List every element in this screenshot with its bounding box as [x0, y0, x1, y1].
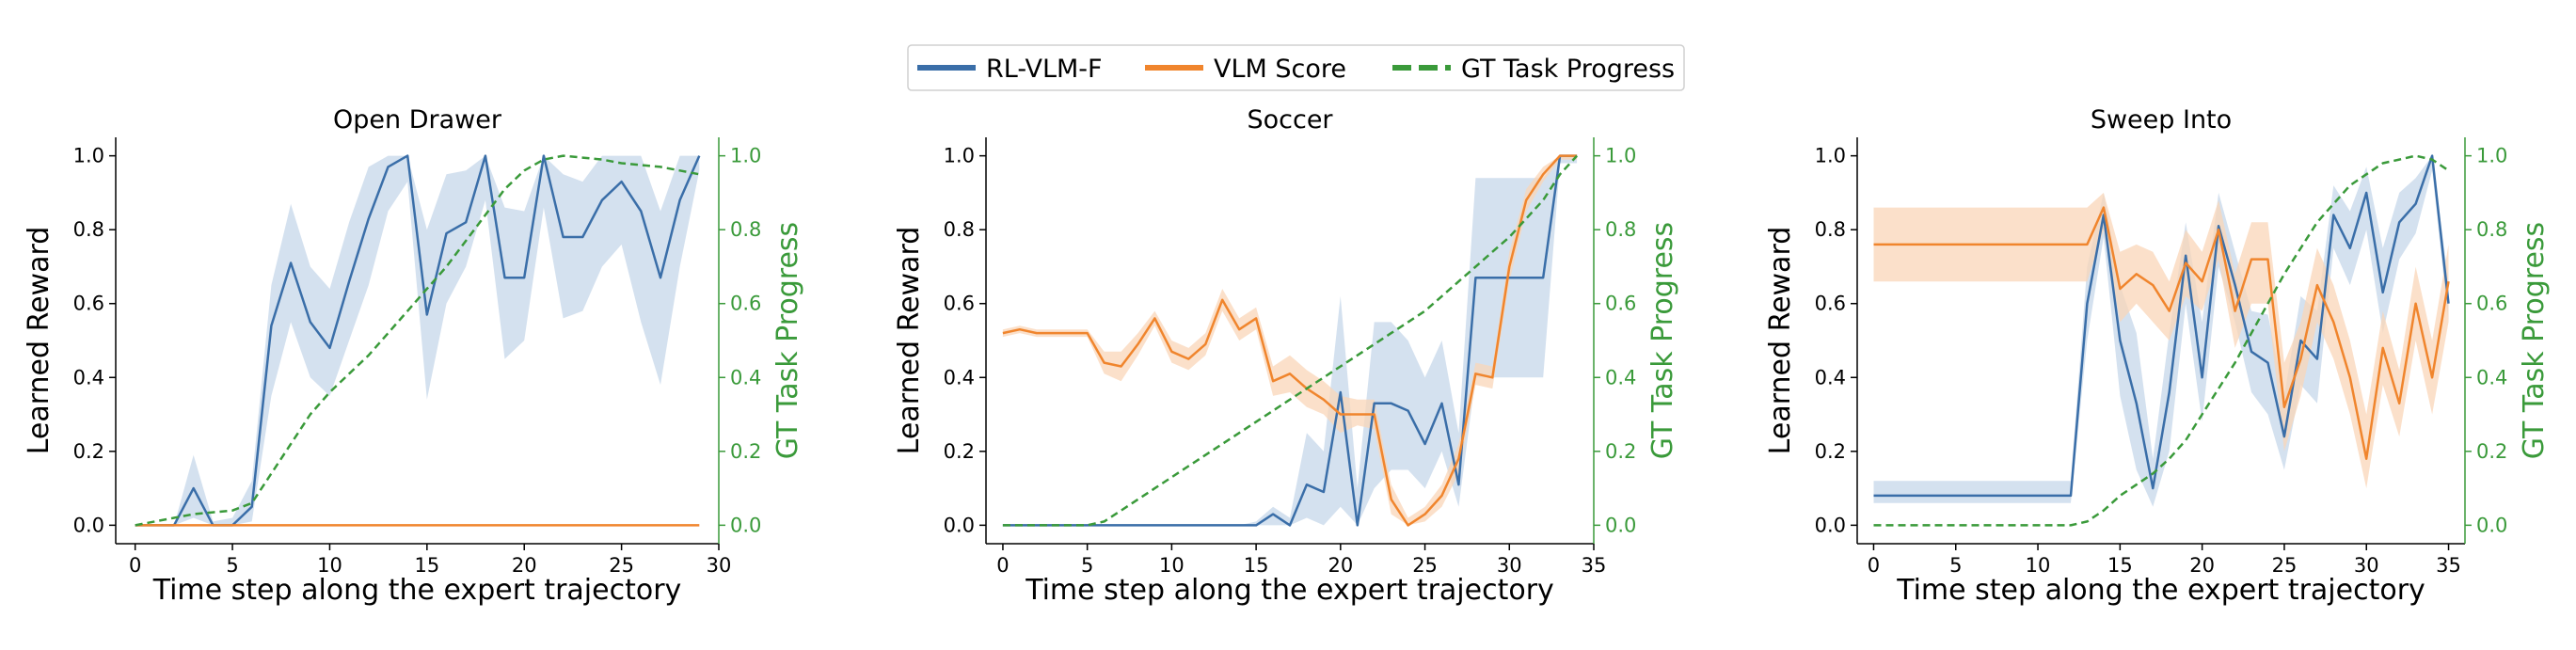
legend-frame: [907, 44, 1685, 91]
y2-tick-label: 0.6: [1605, 293, 1636, 315]
y-tick-label: 1.0: [1815, 145, 1846, 167]
y-tick-label: 0.4: [73, 366, 104, 388]
y-tick-label: 0.8: [73, 218, 104, 241]
x-tick-label: 5: [1949, 554, 1962, 577]
y-tick-label: 0.6: [1815, 293, 1846, 315]
y2-tick-label: 0.8: [2476, 218, 2507, 241]
y-tick-label: 0.0: [73, 514, 104, 536]
legend-label-2: GT Task Progress: [1461, 55, 1675, 84]
y2-tick-label: 0.6: [730, 293, 761, 315]
y-tick-label: 0.2: [944, 440, 975, 463]
x-tick-label: 10: [317, 554, 342, 577]
chart-panels: Open Drawer 0 5 10 15 20 25 30 0.0 0.2 0.4 0.6 0.8 1.…: [23, 105, 2551, 607]
series-line-gt-task-progress: [1002, 154, 1579, 527]
series-band-rl-vlm-f: [1002, 155, 1578, 526]
y2-tick-label: 1.0: [2476, 145, 2507, 167]
y2-tick-label: 0.4: [730, 366, 761, 388]
x-tick-label: 10: [1159, 554, 1185, 577]
y2-tick-label: 0.0: [2476, 514, 2507, 536]
y-tick-label: 0.2: [1815, 440, 1846, 463]
y2-tick-label: 0.4: [1605, 366, 1636, 388]
y2-tick-label: 0.2: [1605, 440, 1636, 463]
y2-tick-label: 1.0: [730, 145, 761, 167]
y-axis-label: Learned Reward: [23, 227, 56, 455]
y2-tick-label: 0.8: [730, 218, 761, 241]
x-tick-label: 30: [1497, 554, 1522, 577]
y-tick-label: 0.0: [944, 514, 975, 536]
panel-title: Open Drawer: [333, 105, 502, 135]
y2-axis-label: GT Task Progress: [771, 222, 804, 459]
series-line-vlm-score: [1873, 206, 2450, 460]
x-tick-label: 25: [1412, 554, 1438, 577]
y2-tick-label: 0.0: [1605, 514, 1636, 536]
y-tick-label: 1.0: [73, 145, 104, 167]
y-tick-label: 0.4: [1815, 366, 1846, 388]
y2-axis-label: GT Task Progress: [2518, 222, 2551, 459]
x-tick-label: 15: [1244, 554, 1269, 577]
y-tick-label: 0.0: [1815, 514, 1846, 536]
x-tick-label: 0: [996, 554, 1009, 577]
panel-2: Sweep Into 0 5 10 15 20 25 30 35 0.0 0.2 0.4 0.6 0.8 1…: [1764, 105, 2551, 607]
y2-tick-label: 0.2: [2476, 440, 2507, 463]
y-tick-label: 0.6: [73, 293, 104, 315]
y2-tick-label: 0.8: [1605, 218, 1636, 241]
series-band-vlm-score: [1873, 192, 2449, 489]
panel-0: Open Drawer 0 5 10 15 20 25 30 0.0 0.2 0.4 0.6 0.8 1.…: [23, 105, 804, 607]
legend-label-1: VLM Score: [1214, 55, 1346, 84]
x-tick-label: 15: [2107, 554, 2133, 577]
x-tick-label: 20: [512, 554, 537, 577]
y2-tick-label: 0.6: [2476, 293, 2507, 315]
y2-tick-label: 1.0: [1605, 145, 1636, 167]
y-tick-label: 0.2: [73, 440, 104, 463]
y-tick-label: 0.8: [944, 218, 975, 241]
x-tick-label: 15: [414, 554, 439, 577]
y-axis-label: Learned Reward: [893, 227, 926, 455]
x-tick-label: 35: [1582, 554, 1607, 577]
x-axis-label: Time step along the expert trajectory: [1025, 574, 1554, 607]
x-tick-label: 5: [226, 554, 238, 577]
x-tick-label: 25: [609, 554, 634, 577]
y-tick-label: 0.6: [944, 293, 975, 315]
x-tick-label: 10: [2026, 554, 2051, 577]
x-tick-label: 0: [1868, 554, 1880, 577]
x-tick-label: 20: [2189, 554, 2215, 577]
series-line-rl-vlm-f: [1002, 154, 1578, 527]
x-axis-label: Time step along the expert trajectory: [1896, 574, 2425, 607]
panel-1: Soccer 0 5 10 15 20 25 30 35 0.0 0.2 0.4 0.6 0.8 1.0 0.…: [893, 105, 1679, 607]
y-tick-label: 0.4: [944, 366, 975, 388]
y2-tick-label: 0.2: [730, 440, 761, 463]
x-tick-label: 0: [129, 554, 141, 577]
series-band-rl-vlm-f: [135, 155, 700, 526]
series-line-gt-task-progress: [135, 154, 700, 527]
series-line-rl-vlm-f: [1873, 154, 2450, 498]
x-axis-label: Time step along the expert trajectory: [152, 574, 682, 607]
x-tick-label: 30: [2354, 554, 2379, 577]
x-tick-label: 35: [2436, 554, 2461, 577]
series-line-vlm-score: [1002, 154, 1578, 527]
y-tick-label: 0.8: [1815, 218, 1846, 241]
panel-title: Sweep Into: [2091, 105, 2232, 135]
series-line-gt-task-progress: [1873, 154, 2450, 527]
x-tick-label: 5: [1081, 554, 1093, 577]
y-tick-label: 1.0: [944, 145, 975, 167]
y2-tick-label: 0.4: [2476, 366, 2507, 388]
x-tick-label: 30: [707, 554, 732, 577]
legend: RL-VLM-F VLM Score GT Task Progress: [907, 44, 1685, 91]
y-axis-label: Learned Reward: [1764, 227, 1797, 455]
y2-axis-label: GT Task Progress: [1646, 222, 1679, 459]
x-tick-label: 25: [2272, 554, 2298, 577]
panel-title: Soccer: [1247, 105, 1333, 135]
x-tick-label: 20: [1328, 554, 1353, 577]
legend-label-0: RL-VLM-F: [986, 55, 1103, 84]
y2-tick-label: 0.0: [730, 514, 761, 536]
